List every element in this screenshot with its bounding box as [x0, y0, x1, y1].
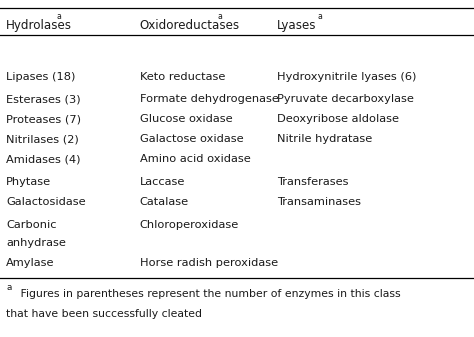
Text: a: a	[6, 283, 11, 292]
Text: anhydrase: anhydrase	[6, 238, 66, 248]
Text: Esterases (3): Esterases (3)	[6, 94, 81, 104]
Text: Proteases (7): Proteases (7)	[6, 114, 81, 124]
Text: Figures in parentheses represent the number of enzymes in this class: Figures in parentheses represent the num…	[17, 289, 400, 299]
Text: that have been successfully cleated: that have been successfully cleated	[6, 309, 202, 318]
Text: a: a	[217, 12, 222, 22]
Text: Horse radish peroxidase: Horse radish peroxidase	[140, 258, 278, 268]
Text: Formate dehydrogenase: Formate dehydrogenase	[140, 94, 279, 104]
Text: Nitrilases (2): Nitrilases (2)	[6, 134, 79, 144]
Text: Transaminases: Transaminases	[277, 197, 361, 207]
Text: a: a	[317, 12, 322, 22]
Text: Carbonic: Carbonic	[6, 220, 57, 230]
Text: Nitrile hydratase: Nitrile hydratase	[277, 134, 373, 144]
Text: Chloroperoxidase: Chloroperoxidase	[140, 220, 239, 230]
Text: Phytase: Phytase	[6, 177, 51, 187]
Text: Oxidoreductases: Oxidoreductases	[140, 19, 240, 32]
Text: Amidases (4): Amidases (4)	[6, 154, 81, 164]
Text: Galactose oxidase: Galactose oxidase	[140, 134, 244, 144]
Text: Keto reductase: Keto reductase	[140, 72, 225, 82]
Text: Glucose oxidase: Glucose oxidase	[140, 114, 232, 124]
Text: Deoxyribose aldolase: Deoxyribose aldolase	[277, 114, 399, 124]
Text: Hydrolases: Hydrolases	[6, 19, 72, 32]
Text: Hydroxynitrile lyases (6): Hydroxynitrile lyases (6)	[277, 72, 417, 82]
Text: Lipases (18): Lipases (18)	[6, 72, 75, 82]
Text: a: a	[57, 12, 62, 22]
Text: Pyruvate decarboxylase: Pyruvate decarboxylase	[277, 94, 414, 104]
Text: Amino acid oxidase: Amino acid oxidase	[140, 154, 251, 164]
Text: Laccase: Laccase	[140, 177, 185, 187]
Text: Transferases: Transferases	[277, 177, 349, 187]
Text: Galactosidase: Galactosidase	[6, 197, 86, 207]
Text: Lyases: Lyases	[277, 19, 317, 32]
Text: Catalase: Catalase	[140, 197, 189, 207]
Text: Amylase: Amylase	[6, 258, 55, 268]
